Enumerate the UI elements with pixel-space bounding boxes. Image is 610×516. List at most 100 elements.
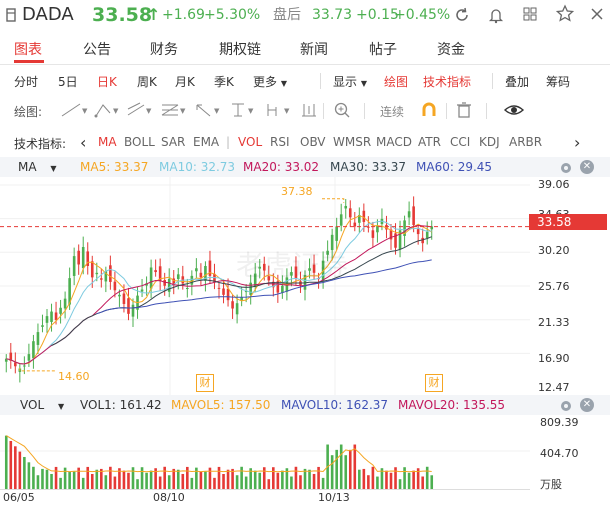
low-price-marker: 14.60 <box>58 370 90 383</box>
overlay-button[interactable]: 叠加 <box>505 75 530 89</box>
indicator-arbr[interactable]: ARBR <box>509 135 543 149</box>
ma60-line <box>96 259 432 315</box>
price-chart[interactable] <box>0 177 610 395</box>
ma10-line <box>6 220 432 365</box>
after-hours-label: 盘后 <box>273 7 301 23</box>
tab-financials[interactable]: 财务 <box>150 42 178 58</box>
indicator-vol[interactable]: VOL <box>238 135 263 149</box>
indicator-ema[interactable]: EMA <box>193 135 220 149</box>
period-intraday[interactable]: 分时 <box>14 75 39 89</box>
period-5day[interactable]: 5日 <box>58 75 78 89</box>
display-dropdown[interactable]: 显示 ▼ <box>333 73 367 90</box>
svg-text:▼: ▼ <box>146 107 152 115</box>
tab-capital[interactable]: 资金 <box>437 42 465 58</box>
indicator-cci[interactable]: CCI <box>450 135 471 149</box>
period-daily[interactable]: 日K <box>97 75 117 89</box>
vol-indicator-select[interactable]: VOL ▼ <box>20 398 64 412</box>
volume-bar <box>208 467 212 489</box>
candle-body <box>190 275 194 285</box>
close-icon[interactable] <box>590 0 604 40</box>
ma-indicator-select[interactable]: MA ▼ <box>18 160 57 174</box>
bars-pattern-icon[interactable] <box>300 101 320 123</box>
period-monthly[interactable]: 月K <box>175 75 195 89</box>
ray-icon[interactable]: ▼ <box>93 101 121 123</box>
chips-button[interactable]: 筹码 <box>546 75 571 89</box>
candle-body <box>217 287 221 289</box>
indicator-sar[interactable]: SAR <box>161 135 186 149</box>
indicator-obv[interactable]: OBV <box>300 135 326 149</box>
period-quarterly[interactable]: 季K <box>214 75 234 89</box>
measure-icon[interactable]: ▼ <box>264 101 292 123</box>
candle-body <box>72 256 76 276</box>
volume-axis-unit: 万股 <box>540 478 562 491</box>
volume-chart[interactable] <box>0 415 610 489</box>
drawing-toolbar: 绘图: ▼ ▼ ▼ ▼ ▼ ▼ ▼ 连续 <box>0 100 610 122</box>
text-tool-icon[interactable]: ▼ <box>228 101 256 123</box>
continuous-draw-toggle[interactable]: 连续 <box>380 105 405 119</box>
volume-bar <box>95 469 99 489</box>
indicator-kdj[interactable]: KDJ <box>479 135 500 149</box>
grid-icon[interactable] <box>522 0 538 40</box>
tab-options[interactable]: 期权链 <box>219 42 261 58</box>
indicators-button[interactable]: 技术指标 <box>423 75 472 89</box>
candle-body <box>54 312 58 320</box>
price-change-pct: +5.30% <box>204 7 261 23</box>
trash-icon[interactable] <box>455 101 473 123</box>
earnings-badge[interactable]: 财 <box>425 374 443 392</box>
high-price-marker: 37.38 <box>281 185 313 198</box>
candle-body <box>290 272 293 276</box>
arrow-tool-icon[interactable]: ▼ <box>194 101 222 123</box>
tab-chart[interactable]: 图表 <box>14 42 42 58</box>
indicator-ma[interactable]: MA <box>98 135 117 149</box>
active-tab-indicator <box>14 60 44 63</box>
bell-icon[interactable] <box>488 0 504 40</box>
indicator-macd[interactable]: MACD <box>376 135 412 149</box>
chevron-left-icon[interactable]: ‹ <box>80 133 87 152</box>
volume-bar <box>299 475 302 489</box>
ticker-symbol: DADA <box>22 4 74 25</box>
tab-announcements[interactable]: 公告 <box>83 42 111 58</box>
chevron-right-icon[interactable]: › <box>574 133 581 152</box>
settings-gear-icon[interactable] <box>559 160 573 179</box>
price-axis-label: 30.20 <box>538 244 570 257</box>
candle-body <box>145 283 148 286</box>
period-toolbar: 分时 5日 日K 周K 月K 季K 更多 ▼ 显示 ▼ 绘图 技术指标 叠加 筹… <box>0 70 610 92</box>
zoom-icon[interactable] <box>333 101 351 123</box>
volume-bar <box>276 472 280 489</box>
period-more-dropdown[interactable]: 更多 ▼ <box>253 73 287 90</box>
close-panel-icon[interactable]: ✕ <box>580 160 594 174</box>
volume-bar <box>285 468 289 489</box>
candle-body <box>90 261 94 278</box>
fibonacci-icon[interactable]: ▼ <box>160 101 188 123</box>
settings-gear-icon[interactable] <box>559 398 573 417</box>
back-icon[interactable] <box>5 0 17 40</box>
volume-bar <box>190 477 194 489</box>
magnet-icon[interactable] <box>420 101 438 123</box>
period-weekly[interactable]: 周K <box>137 75 157 89</box>
earnings-badge[interactable]: 财 <box>196 374 214 392</box>
indicator-rsi[interactable]: RSI <box>270 135 290 149</box>
after-hours-change: +0.15 <box>356 7 399 23</box>
trendline-icon[interactable]: ▼ <box>60 101 88 123</box>
candle-body <box>63 298 67 309</box>
indicator-wmsr[interactable]: WMSR <box>333 135 372 149</box>
eye-icon[interactable] <box>503 101 525 123</box>
volume-bar <box>199 471 203 489</box>
volume-bar <box>362 468 366 489</box>
vol1-value: VOL1: 161.42 <box>80 398 162 412</box>
indicator-atr[interactable]: ATR <box>418 135 441 149</box>
draw-button[interactable]: 绘图 <box>384 75 409 89</box>
candle-body <box>253 273 257 287</box>
ma30-value: MA30: 33.37 <box>330 160 407 174</box>
tab-news[interactable]: 新闻 <box>300 42 328 58</box>
indicator-boll[interactable]: BOLL <box>124 135 155 149</box>
star-icon[interactable] <box>555 0 575 40</box>
period-more-label: 更多 <box>253 75 278 89</box>
channel-icon[interactable]: ▼ <box>126 101 154 123</box>
candle-body <box>421 237 424 244</box>
tab-posts[interactable]: 帖子 <box>369 42 397 58</box>
candle-body <box>249 282 252 295</box>
volume-bar <box>258 472 262 489</box>
refresh-icon[interactable] <box>453 0 471 40</box>
close-panel-icon[interactable]: ✕ <box>580 398 594 412</box>
